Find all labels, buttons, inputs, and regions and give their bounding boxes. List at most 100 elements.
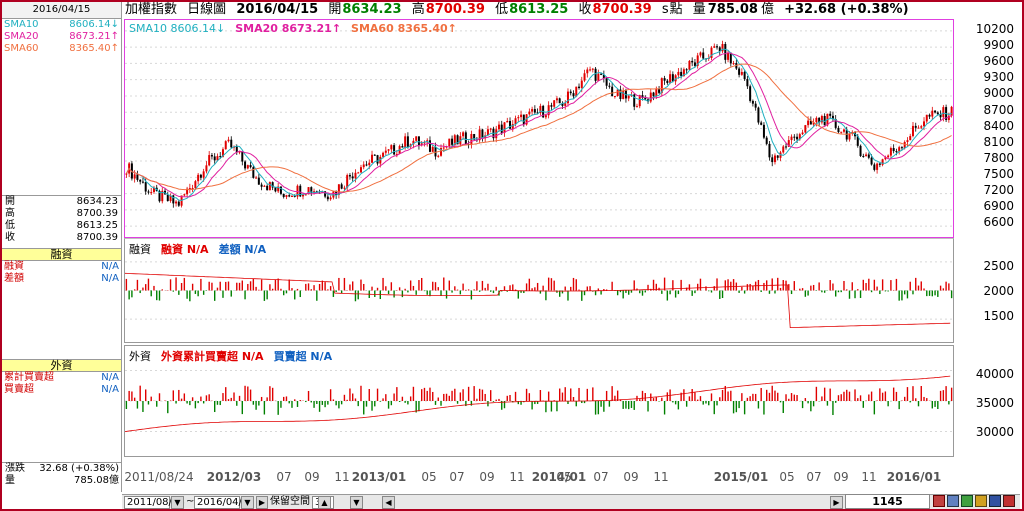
open-label: 開	[328, 2, 342, 17]
candle-body	[561, 103, 564, 106]
candle-body	[244, 161, 247, 169]
start-date-dropdown[interactable]: ▼	[171, 496, 184, 509]
candle-body	[357, 172, 360, 174]
candle-body	[481, 129, 484, 139]
axis-foreign-tick-0: 40000	[975, 367, 1014, 381]
candle-body	[696, 55, 699, 66]
candle-body	[878, 163, 881, 165]
candle-body	[746, 79, 749, 87]
start-date-field[interactable]: 2011/08/24	[124, 496, 185, 509]
end-date-dropdown[interactable]: ▼	[241, 496, 254, 509]
candle-body	[169, 195, 172, 201]
foreign-row-1: 買賣超 N/A	[2, 384, 121, 396]
candle-body	[401, 146, 404, 148]
candle-body	[257, 177, 260, 185]
refresh-icon[interactable]	[961, 495, 973, 507]
candle-body	[947, 115, 950, 120]
candle-body	[346, 175, 349, 188]
candle-body	[406, 136, 409, 147]
apply-range-button[interactable]: ▶	[256, 496, 268, 509]
candle-body	[489, 128, 492, 130]
candle-body	[486, 129, 489, 136]
candle-body	[227, 139, 230, 142]
candle-body	[677, 71, 680, 76]
candle-body	[340, 184, 343, 189]
axis-margin-tick-1: 2000	[983, 284, 1014, 298]
axis-main-tick-8: 7800	[983, 150, 1014, 165]
print-icon[interactable]	[975, 495, 987, 507]
main-legend-item-0: SMA10 8606.14↓	[129, 22, 226, 35]
volume-value: 785.08	[707, 2, 758, 17]
candle-body	[602, 74, 605, 79]
candle-body	[804, 125, 807, 133]
candle-body	[762, 124, 765, 138]
candle-body	[158, 190, 161, 202]
candle-body	[691, 60, 694, 63]
close-icon[interactable]	[1003, 495, 1015, 507]
candle-body	[199, 174, 202, 178]
axis-main-tick-0: 10200	[975, 22, 1014, 36]
hscroll-left-button[interactable]: ◀	[382, 496, 395, 509]
x-tick-1: 2012/03	[206, 470, 262, 484]
candle-body	[920, 126, 923, 128]
candle-body	[252, 167, 255, 178]
open-value: 8634.23	[342, 2, 402, 17]
ohlc-row-2-value: 8613.25	[76, 220, 118, 231]
foreign-legend-item-0: 外資	[129, 350, 151, 363]
candle-body	[412, 140, 415, 145]
candle-body	[757, 107, 760, 123]
margin-row-0: 融資 N/A	[2, 261, 121, 273]
candle-body	[208, 155, 211, 166]
candle-body	[749, 86, 752, 101]
margin-chart[interactable]: 融資 融資 N/A 差額 N/A	[124, 238, 954, 343]
candle-body	[622, 90, 625, 99]
price-chart[interactable]: SMA10 8606.14↓ SMA20 8673.21↑ SMA60 8365.4…	[124, 19, 954, 238]
x-tick-14: 11	[653, 470, 669, 484]
candle-body	[619, 89, 622, 99]
candle-body	[898, 147, 901, 152]
ohlc-row-3-value: 8700.39	[76, 232, 118, 243]
index-name: 加權指數	[125, 2, 178, 17]
candle-body	[911, 125, 914, 137]
keep-space-spin-down[interactable]: ▼	[350, 496, 363, 509]
candle-body	[324, 191, 327, 197]
candle-body	[558, 98, 561, 104]
candle-body	[721, 43, 724, 52]
candle-body	[566, 91, 569, 104]
zoom-icon[interactable]	[933, 495, 945, 507]
foreign-chart[interactable]: 外資 外資累計買賣超 N/A 買賣超 N/A	[124, 345, 954, 457]
candle-body	[365, 164, 368, 166]
x-tick-0: 2011/08/24	[124, 470, 194, 484]
x-tick-11: 05	[556, 470, 572, 484]
end-date-field[interactable]: 2016/04/15	[194, 496, 255, 509]
date-axis: 2011/08/24 2012/03 07 09 11 2013/01 05 07 09 11 20…	[124, 458, 954, 484]
margin-row-1-value: N/A	[101, 273, 119, 284]
axis-main-tick-11: 6900	[983, 199, 1014, 214]
sma-row-sma10-value: 8606.14↓	[69, 19, 119, 30]
candle-body	[682, 69, 685, 76]
settings-icon[interactable]	[947, 495, 959, 507]
keep-space-spin-up[interactable]: ▲	[318, 496, 331, 509]
candle-body	[299, 185, 302, 197]
candle-body	[337, 184, 340, 195]
margin-legend: 融資 融資 N/A 差額 N/A	[129, 241, 276, 257]
save-icon[interactable]	[989, 495, 1001, 507]
hscroll-right-button[interactable]: ▶	[830, 496, 843, 509]
ohlc-values: 開 8634.23 高 8700.39 低 8613.25 收 8700.39	[2, 195, 121, 244]
range-tilde: ~	[186, 496, 195, 507]
candle-body	[815, 117, 818, 123]
candle-body	[555, 98, 558, 101]
candle-body	[404, 136, 407, 148]
margin-legend-item-1: 融資 N/A	[161, 243, 209, 256]
candle-body	[917, 127, 920, 129]
candle-body	[302, 194, 305, 197]
candle-body	[732, 63, 735, 65]
candle-body	[522, 114, 525, 125]
candle-body	[580, 80, 583, 88]
axis-main-tick-7: 8100	[983, 134, 1014, 149]
axis-main-tick-5: 8700	[983, 102, 1014, 117]
x-tick-9: 11	[509, 470, 525, 484]
change-row-1-label: 量	[5, 475, 15, 486]
price-legend: SMA10 8606.14↓ SMA20 8673.21↑ SMA60 8365.4…	[129, 22, 467, 35]
candle-body	[147, 191, 150, 193]
